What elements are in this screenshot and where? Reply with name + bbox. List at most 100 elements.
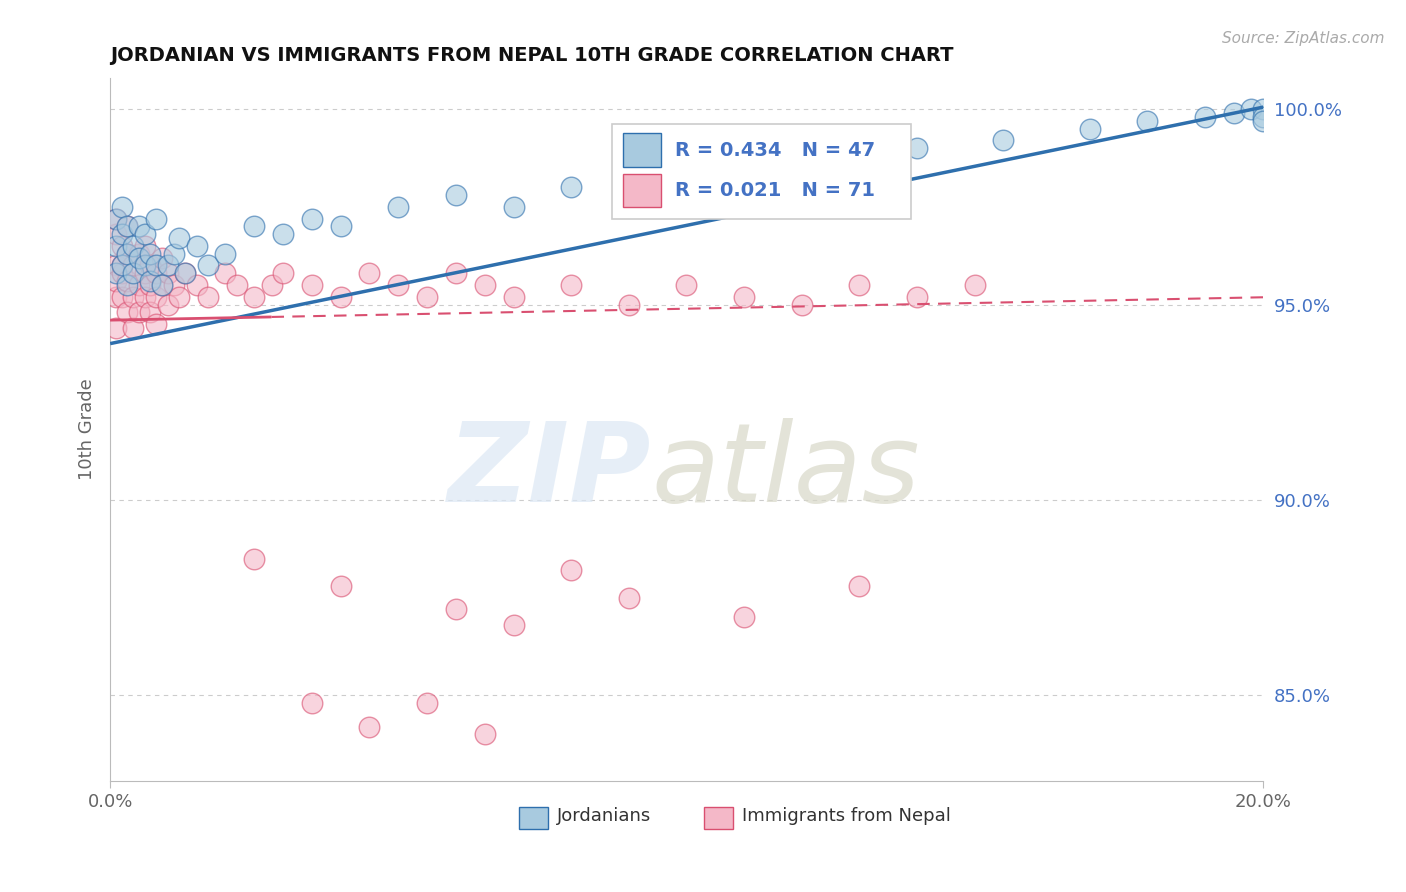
Point xyxy=(617,591,640,605)
Text: Jordanians: Jordanians xyxy=(557,807,651,825)
Point xyxy=(329,579,352,593)
Point xyxy=(128,251,150,265)
Text: atlas: atlas xyxy=(652,418,921,525)
Point xyxy=(905,141,928,155)
Point xyxy=(174,266,197,280)
Point xyxy=(790,297,813,311)
Point xyxy=(111,239,134,253)
Point xyxy=(128,219,150,234)
Point xyxy=(444,188,467,202)
Point xyxy=(122,321,145,335)
Point xyxy=(139,274,162,288)
Point xyxy=(1251,102,1274,116)
Point xyxy=(117,219,139,234)
Point xyxy=(993,133,1015,147)
Point xyxy=(117,277,139,292)
FancyBboxPatch shape xyxy=(704,806,733,829)
Point xyxy=(502,618,524,632)
Point xyxy=(329,219,352,234)
Point xyxy=(134,266,156,280)
Point xyxy=(214,266,236,280)
Point xyxy=(117,305,139,319)
Point xyxy=(122,266,145,280)
Point xyxy=(197,259,219,273)
Point xyxy=(444,266,467,280)
FancyBboxPatch shape xyxy=(612,124,911,219)
Point xyxy=(139,259,162,273)
Point xyxy=(145,290,167,304)
Point xyxy=(502,200,524,214)
Point xyxy=(117,274,139,288)
Point xyxy=(1251,110,1274,124)
Point xyxy=(111,227,134,242)
Point xyxy=(243,219,266,234)
Point xyxy=(122,259,145,273)
Point xyxy=(145,266,167,280)
Point xyxy=(416,290,439,304)
Point xyxy=(134,259,156,273)
Point xyxy=(104,211,127,226)
Point xyxy=(145,317,167,331)
Point xyxy=(790,149,813,163)
Point xyxy=(104,321,127,335)
Point xyxy=(139,277,162,292)
Point xyxy=(156,259,179,273)
Point xyxy=(1078,121,1101,136)
Point xyxy=(359,266,381,280)
Text: JORDANIAN VS IMMIGRANTS FROM NEPAL 10TH GRADE CORRELATION CHART: JORDANIAN VS IMMIGRANTS FROM NEPAL 10TH … xyxy=(110,46,953,65)
FancyBboxPatch shape xyxy=(623,134,661,167)
Point xyxy=(905,290,928,304)
Point xyxy=(134,290,156,304)
Point xyxy=(150,277,173,292)
Point xyxy=(474,277,496,292)
Point xyxy=(104,259,127,273)
Point xyxy=(156,266,179,280)
Point xyxy=(243,290,266,304)
Point xyxy=(104,239,127,253)
Point xyxy=(1194,110,1216,124)
Point xyxy=(134,239,156,253)
Point xyxy=(128,246,150,260)
Text: R = 0.434   N = 47: R = 0.434 N = 47 xyxy=(675,141,875,160)
Point xyxy=(301,211,323,226)
Point xyxy=(139,305,162,319)
Text: R = 0.021   N = 71: R = 0.021 N = 71 xyxy=(675,181,875,200)
FancyBboxPatch shape xyxy=(623,174,661,207)
Y-axis label: 10th Grade: 10th Grade xyxy=(79,379,96,481)
Point xyxy=(139,246,162,260)
Point xyxy=(214,246,236,260)
Point xyxy=(145,211,167,226)
Point xyxy=(1240,102,1263,116)
Point xyxy=(675,277,697,292)
Point xyxy=(226,277,249,292)
Point xyxy=(963,277,986,292)
Point xyxy=(117,246,139,260)
Point xyxy=(197,290,219,304)
Point xyxy=(111,259,134,273)
Point xyxy=(502,290,524,304)
Point xyxy=(474,727,496,741)
Text: Source: ZipAtlas.com: Source: ZipAtlas.com xyxy=(1222,31,1385,46)
Point xyxy=(156,297,179,311)
Point xyxy=(359,719,381,733)
Point xyxy=(111,290,134,304)
Point xyxy=(111,266,134,280)
Point xyxy=(111,200,134,214)
Point xyxy=(675,161,697,175)
FancyBboxPatch shape xyxy=(519,806,548,829)
Point xyxy=(387,277,409,292)
Point xyxy=(169,231,191,245)
Point xyxy=(301,277,323,292)
Point xyxy=(416,696,439,710)
Point xyxy=(560,180,582,194)
Point xyxy=(117,219,139,234)
Point xyxy=(162,277,184,292)
Text: Immigrants from Nepal: Immigrants from Nepal xyxy=(742,807,950,825)
Point xyxy=(301,696,323,710)
Point xyxy=(733,610,755,624)
Point xyxy=(617,297,640,311)
Point xyxy=(1251,114,1274,128)
Point xyxy=(387,200,409,214)
Point xyxy=(733,290,755,304)
Point xyxy=(128,305,150,319)
